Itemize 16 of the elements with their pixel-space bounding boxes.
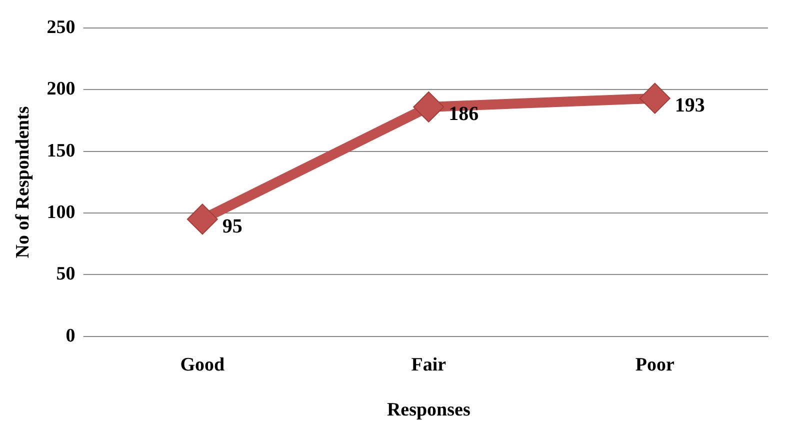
- y-tick-label: 150: [46, 140, 76, 162]
- y-tick-label: 50: [56, 264, 76, 285]
- data-label: 193: [674, 94, 705, 116]
- point: [186, 204, 218, 235]
- y-tick-label: 200: [46, 78, 76, 100]
- point: [639, 82, 670, 114]
- x-tick-label: Good: [180, 354, 226, 376]
- data-label: 95: [222, 215, 242, 238]
- y-tick-label: 0: [66, 325, 76, 346]
- x-axis-title: Responses: [386, 400, 470, 421]
- x-tick-label: Fair: [411, 354, 447, 376]
- point: [413, 91, 444, 122]
- y-axis-title: No of Respondents: [12, 106, 34, 258]
- y-tick-label: 100: [46, 202, 76, 223]
- y-tick-label: 250: [46, 16, 76, 38]
- x-tick-label: Poor: [635, 354, 675, 376]
